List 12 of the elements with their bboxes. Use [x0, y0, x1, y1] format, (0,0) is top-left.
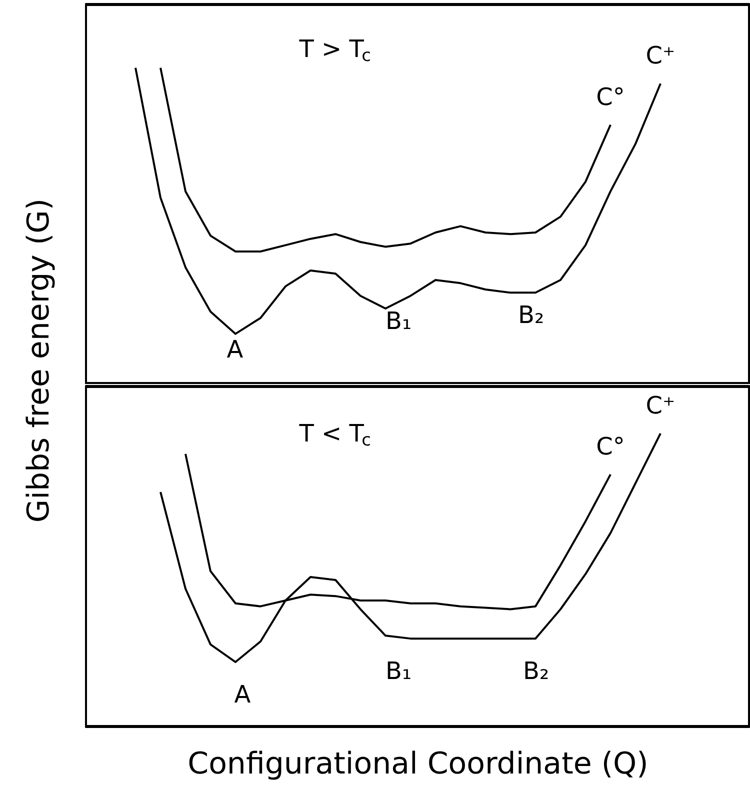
annotation: A: [226, 336, 244, 364]
x-axis-title: Configurational Coordinate (Q): [188, 746, 648, 782]
annotation: B₁: [386, 656, 412, 685]
y-axis-title: Gibbs free energy (G): [21, 198, 56, 523]
annotation: B₁: [386, 307, 412, 336]
annotation: B₂: [523, 656, 550, 685]
annotation: A: [234, 680, 252, 708]
series-label: C⁺: [646, 391, 676, 420]
annotation: B₂: [518, 300, 544, 329]
series-label: C°: [596, 82, 625, 111]
series-label: C°: [596, 432, 625, 460]
series-label: C⁺: [646, 42, 676, 70]
